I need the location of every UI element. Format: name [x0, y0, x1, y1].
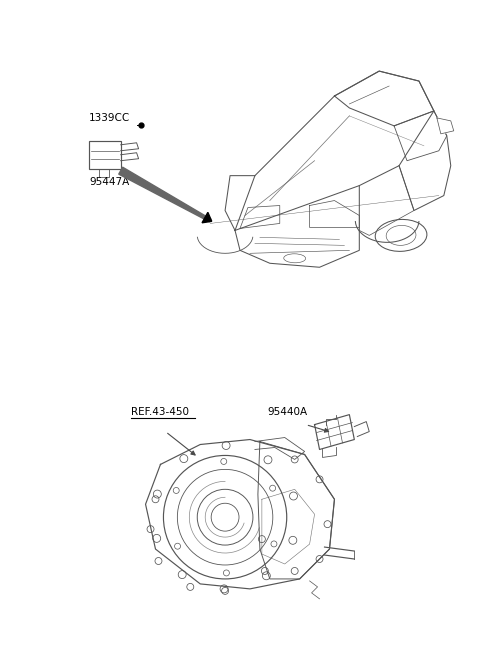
Text: REF.43-450: REF.43-450: [131, 407, 189, 417]
Text: 95447A: 95447A: [89, 177, 129, 187]
Polygon shape: [202, 212, 212, 223]
Text: 95440A: 95440A: [268, 407, 308, 417]
Text: 1339CC: 1339CC: [89, 113, 130, 123]
Polygon shape: [437, 118, 454, 134]
Polygon shape: [119, 167, 211, 222]
Bar: [89, 141, 120, 169]
